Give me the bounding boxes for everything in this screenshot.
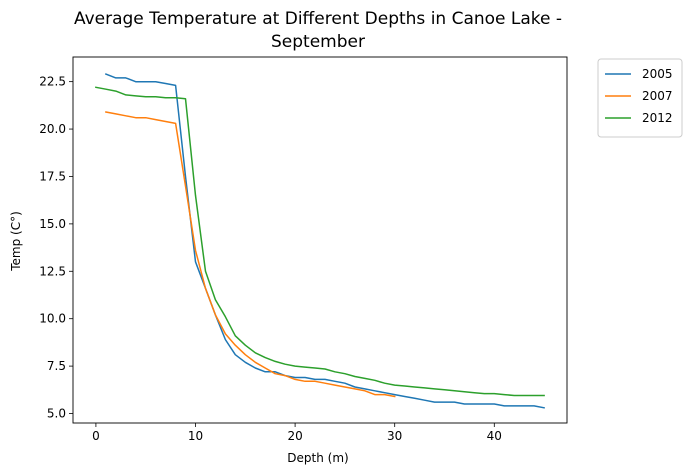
y-tick-label: 5.0 — [47, 407, 66, 421]
series-layer — [95, 73, 545, 409]
x-axis-ticks: 0 10 20 30 40 — [92, 423, 502, 443]
y-axis-ticks: 5.0 7.5 10.0 12.5 15.0 17.5 20.0 22.5 — [39, 75, 73, 421]
x-tick-label: 0 — [92, 429, 100, 443]
y-tick-label: 12.5 — [39, 264, 66, 278]
chart-title-line1: Average Temperature at Different Depths … — [74, 9, 562, 29]
x-tick-label: 40 — [487, 429, 502, 443]
series-line-2007 — [105, 111, 396, 398]
x-tick-label: 30 — [387, 429, 402, 443]
x-axis-label: Depth (m) — [287, 451, 348, 465]
y-tick-label: 7.5 — [47, 359, 66, 373]
series-line-2005 — [104, 73, 545, 409]
legend-label: 2007 — [642, 89, 673, 103]
legend-label: 2005 — [642, 67, 673, 81]
x-tick-label: 20 — [287, 429, 302, 443]
y-axis-label: Temp (C°) — [9, 211, 23, 272]
series-line-2012 — [95, 86, 545, 397]
plot-area: 0 10 20 30 40 5.0 7.5 10.0 12.5 15.0 17.5 20.0 22.5 — [39, 56, 568, 443]
chart-title-line2: September — [271, 32, 365, 52]
y-tick-label: 22.5 — [39, 75, 66, 89]
axes-frame — [72, 56, 568, 424]
y-tick-label: 10.0 — [39, 312, 66, 326]
legend: 2005 2007 2012 — [597, 58, 683, 138]
y-tick-label: 15.0 — [39, 217, 66, 231]
legend-label: 2012 — [642, 111, 673, 125]
x-tick-label: 10 — [188, 429, 203, 443]
y-tick-label: 17.5 — [39, 169, 66, 183]
legend-items: 2005 2007 2012 — [605, 67, 673, 125]
y-tick-label: 20.0 — [39, 122, 66, 136]
